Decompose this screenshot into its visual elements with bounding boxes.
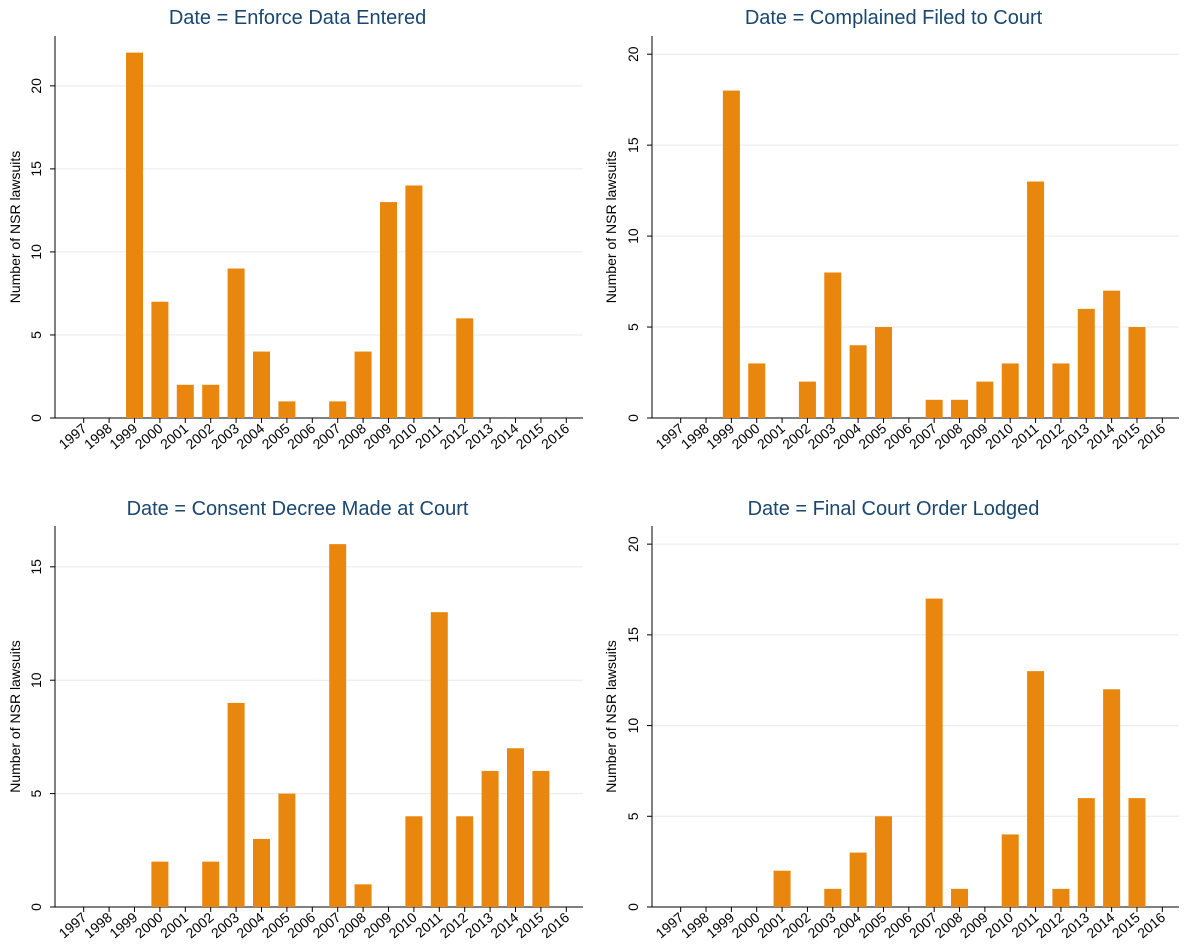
bar-2015 [1128, 798, 1146, 907]
y-tick-label: 5 [625, 323, 641, 331]
bar-2013 [1077, 798, 1095, 907]
bar-2011 [430, 612, 448, 907]
y-axis-label: Number of NSR lawsuits [603, 151, 619, 304]
bar-2000 [151, 861, 169, 907]
bar-2014 [1103, 689, 1121, 907]
chart-panel-enforce-data-entered: Date = Enforce Data Entered 0 5 10 15 20 Numb… [0, 0, 595, 472]
bar-2002 [798, 381, 816, 418]
bar-2008 [354, 351, 372, 418]
bar-2012 [456, 816, 474, 907]
y-tick-label: 20 [625, 536, 641, 552]
bar-2012 [456, 318, 474, 418]
bar-2007 [925, 399, 943, 418]
chart-title: Date = Enforce Data Entered [168, 7, 427, 29]
bar-2012 [1052, 363, 1070, 418]
bar-2009 [380, 202, 397, 418]
bar-2007 [329, 401, 347, 418]
bar-2003 [824, 888, 842, 907]
bar-2014 [1103, 290, 1121, 418]
bar-2004 [849, 852, 867, 907]
bar-2009 [976, 381, 994, 418]
bar-2005 [874, 816, 892, 907]
bar-2010 [1001, 834, 1019, 907]
bar-2007 [925, 598, 943, 907]
bar-2005 [278, 793, 296, 907]
bar-1999 [722, 90, 740, 419]
y-tick-label: 5 [28, 790, 44, 798]
x-tick-label: 2016 [538, 420, 572, 452]
bar-2015 [1128, 327, 1146, 418]
y-tick-label: 15 [625, 627, 641, 643]
x-tick-label: 2016 [1134, 420, 1168, 452]
y-axis-label: Number of NSR lawsuits [7, 151, 23, 304]
x-tick-label: 2016 [1134, 909, 1168, 941]
bar-2005 [874, 327, 892, 418]
bar-2013 [481, 770, 499, 907]
y-tick-label: 5 [28, 331, 44, 339]
y-tick-label: 0 [625, 414, 641, 422]
bar-2004 [849, 345, 867, 418]
chart-title: Date = Final Court Order Lodged [747, 498, 1040, 520]
y-tick-label: 15 [625, 137, 641, 153]
y-tick-label: 0 [28, 903, 44, 911]
bar-2008 [951, 888, 969, 907]
bar-2015 [532, 770, 550, 907]
bar-2005 [278, 401, 296, 418]
bar-1999 [126, 52, 143, 418]
bar-2011 [1027, 671, 1045, 907]
bar-2003 [227, 702, 245, 907]
chart-title: Date = Complained Filed to Court [744, 7, 1043, 29]
chart-panel-final-court-order: Date = Final Court Order Lodged 0 5 10 15 20… [596, 472, 1191, 944]
bar-2000 [748, 363, 766, 418]
bar-2010 [1001, 363, 1019, 418]
chart-title: Date = Consent Decree Made at Court [126, 498, 469, 520]
chart-panel-consent-decree: Date = Consent Decree Made at Court 0 5 10… [0, 472, 595, 944]
y-tick-label: 5 [625, 812, 641, 820]
bar-2011 [1027, 181, 1045, 418]
bar-2013 [1077, 308, 1095, 418]
bar-2004 [253, 351, 270, 418]
bar-2001 [773, 870, 791, 907]
bar-2012 [1052, 888, 1070, 907]
y-tick-label: 10 [28, 244, 44, 260]
bar-2010 [405, 185, 423, 418]
chart-panel-complaint-filed: Date = Complained Filed to Court 0 5 10 15 2… [596, 0, 1191, 472]
y-tick-label: 20 [625, 46, 641, 62]
bar-2008 [951, 399, 969, 418]
y-tick-label: 10 [28, 672, 44, 688]
y-axis-label: Number of NSR lawsuits [7, 640, 23, 793]
y-tick-label: 15 [28, 161, 44, 177]
bar-2002 [202, 384, 220, 418]
bar-2000 [151, 301, 169, 418]
bar-2007 [329, 544, 347, 907]
y-tick-label: 20 [28, 78, 44, 94]
y-axis-label: Number of NSR lawsuits [603, 640, 619, 793]
y-tick-label: 10 [625, 718, 641, 734]
bar-2014 [507, 748, 524, 907]
bar-2003 [227, 268, 245, 418]
y-tick-label: 15 [28, 559, 44, 575]
y-tick-label: 10 [625, 228, 641, 244]
bar-2002 [202, 861, 220, 907]
y-tick-label: 0 [28, 414, 44, 422]
bar-2010 [405, 816, 423, 907]
y-tick-label: 0 [625, 903, 641, 911]
bar-2008 [354, 884, 372, 907]
bar-2004 [253, 838, 270, 907]
x-tick-label: 2016 [538, 909, 572, 941]
bar-2003 [824, 272, 842, 418]
bar-2001 [176, 384, 194, 418]
